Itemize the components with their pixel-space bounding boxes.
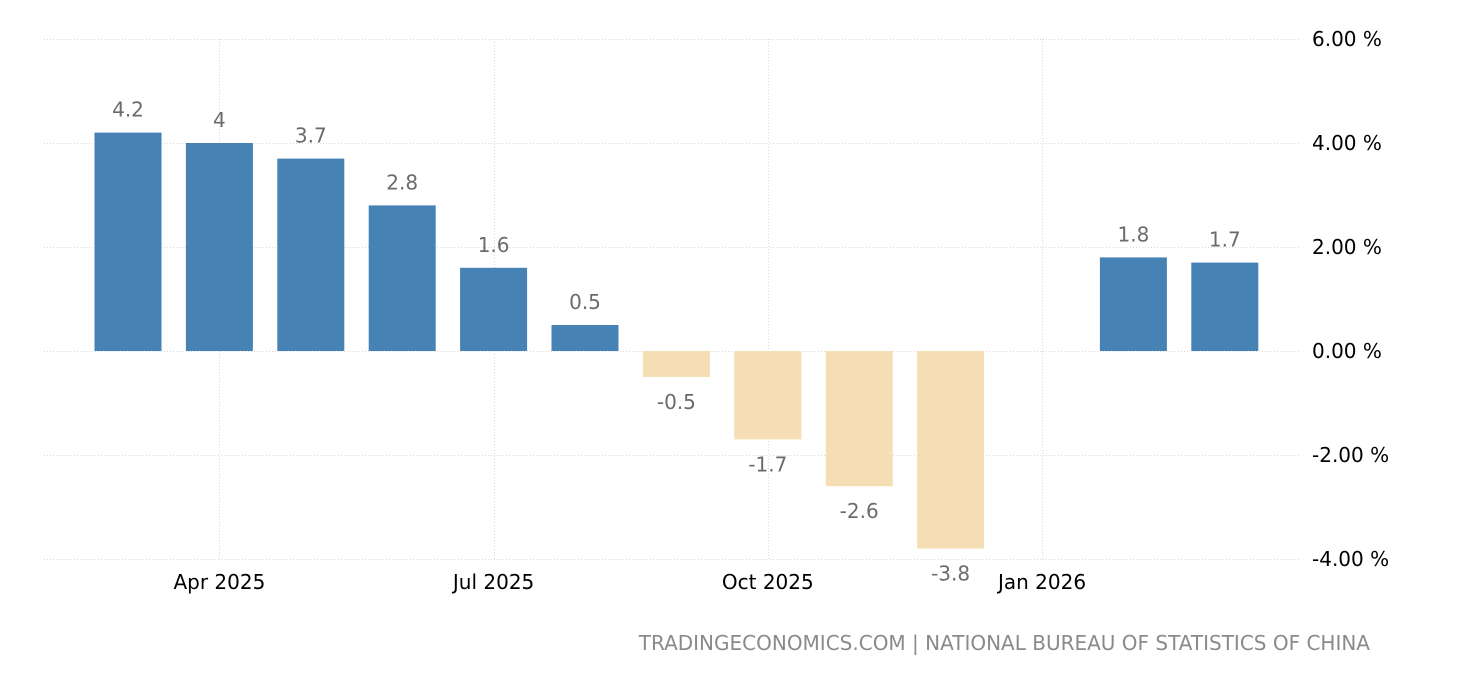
y-axis-ticks: 6.00 % 4.00 % 2.00 % 0.00 % -2.00 % -4.00 % [1312, 27, 1389, 571]
x-axis-ticks: Apr 2025 Jul 2025 Oct 2025 Jan 2026 [173, 570, 1086, 594]
data-label: -3.8 [931, 562, 970, 586]
x-tick-label: Jan 2026 [996, 570, 1086, 594]
y-tick-label: 2.00 % [1312, 235, 1382, 259]
bar [1099, 257, 1167, 351]
data-label: -0.5 [657, 390, 696, 414]
data-label: 1.8 [1117, 222, 1149, 246]
y-tick-label: 6.00 % [1312, 27, 1382, 51]
bar [734, 351, 802, 440]
data-label: 0.5 [569, 290, 601, 314]
bar [368, 205, 436, 351]
bar [277, 158, 345, 351]
bar [825, 351, 893, 487]
data-label: 3.7 [295, 124, 327, 148]
bar [94, 132, 162, 351]
data-labels: 4.2 4 3.7 2.8 1.6 0.5 -0.5 -1.7 -2.6 -3.8 1.8 1.7 [112, 98, 1241, 586]
data-label: 4 [213, 108, 226, 132]
data-label: 1.6 [478, 233, 510, 257]
bar [1191, 262, 1259, 351]
x-tick-label: Oct 2025 [722, 570, 814, 594]
bar [917, 351, 985, 549]
y-tick-label: -4.00 % [1312, 547, 1389, 571]
bar [460, 267, 528, 351]
data-label: -2.6 [840, 499, 879, 523]
data-label: 1.7 [1209, 228, 1241, 252]
y-tick-label: -2.00 % [1312, 443, 1389, 467]
bar [551, 325, 619, 351]
bar [642, 351, 710, 377]
data-label: -1.7 [748, 452, 787, 476]
bars [94, 132, 1259, 549]
x-tick-label: Jul 2025 [451, 570, 534, 594]
y-tick-label: 4.00 % [1312, 131, 1382, 155]
bar [185, 143, 253, 351]
x-tick-label: Apr 2025 [173, 570, 265, 594]
source-credit: TRADINGECONOMICS.COM | NATIONAL BUREAU O… [638, 631, 1371, 655]
data-label: 4.2 [112, 98, 144, 122]
y-tick-label: 0.00 % [1312, 339, 1382, 363]
data-label: 2.8 [386, 170, 418, 194]
